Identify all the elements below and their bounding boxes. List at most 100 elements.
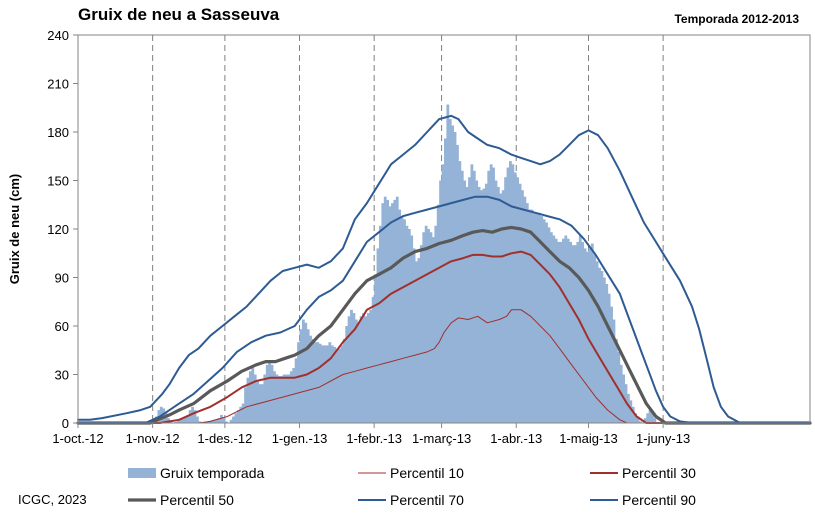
- season-bar: [391, 203, 394, 423]
- series-line-percentil-50: [76, 225, 812, 425]
- season-bar: [441, 164, 445, 424]
- season-bar: [280, 376, 284, 423]
- season-bar: [504, 177, 508, 423]
- legend-label: Percentil 30: [622, 465, 696, 481]
- season-bar: [595, 261, 599, 423]
- season-bar: [256, 380, 259, 423]
- legend-label: Gruix temporada: [160, 465, 264, 481]
- season-bar: [195, 416, 199, 423]
- season-bar: [511, 164, 515, 424]
- season-bar: [376, 248, 380, 423]
- season-bar: [217, 418, 221, 423]
- season-bar: [316, 342, 320, 423]
- y-tick-label: 150: [47, 174, 69, 189]
- y-tick-label: 30: [55, 368, 69, 383]
- season-bar: [458, 161, 462, 423]
- season-bar: [345, 326, 349, 423]
- season-bar: [326, 345, 329, 423]
- season-bar: [232, 416, 235, 423]
- legend: Gruix temporada Percentil 10 Percentil 30 P…: [128, 465, 696, 508]
- season-bar: [212, 419, 216, 423]
- season-bar: [549, 232, 553, 423]
- season-bar: [234, 413, 238, 423]
- season-bar: [636, 416, 640, 423]
- season-bar: [415, 261, 418, 423]
- season-bar: [436, 204, 440, 423]
- legend-swatch-bar: [128, 468, 156, 478]
- season-bar: [333, 347, 337, 423]
- season-bar: [533, 212, 536, 423]
- season-bar: [193, 410, 197, 423]
- season-bar: [417, 258, 421, 423]
- season-bar: [198, 421, 202, 423]
- season-bar: [501, 190, 505, 423]
- y-tick-label: 0: [62, 416, 69, 431]
- season-bar: [547, 227, 551, 423]
- x-tick-label: 1-nov.-12: [126, 431, 180, 446]
- season-bar: [301, 319, 305, 423]
- season-bar: [244, 387, 247, 423]
- season-bar: [653, 418, 657, 423]
- season-bar: [472, 170, 476, 423]
- season-bar: [576, 241, 580, 423]
- season-bar: [309, 335, 312, 423]
- season-bar: [403, 219, 406, 423]
- season-bar: [328, 342, 332, 423]
- series-line-percentil-10: [77, 309, 811, 424]
- season-bar: [477, 186, 481, 423]
- season-bar: [475, 180, 479, 423]
- season-bar: [321, 345, 325, 423]
- season-bar: [362, 313, 365, 423]
- season-bar: [494, 180, 498, 423]
- season-bar: [571, 245, 575, 423]
- season-bar: [540, 216, 544, 423]
- season-bar: [496, 186, 500, 423]
- season-bar: [410, 235, 414, 423]
- season-bar: [588, 248, 592, 423]
- season-bar: [559, 241, 563, 423]
- season-bar: [248, 371, 252, 423]
- season-bar: [434, 225, 438, 423]
- x-tick-label: 1-maig-13: [559, 431, 618, 446]
- season-bar: [263, 374, 267, 423]
- season-bar: [169, 421, 173, 423]
- season-bar: [364, 316, 368, 423]
- season-bar: [612, 319, 616, 423]
- season-bar: [470, 164, 474, 424]
- season-bar: [487, 170, 491, 423]
- season-bar: [564, 235, 568, 423]
- season-bar: [460, 170, 464, 423]
- season-label: Temporada 2012-2013: [674, 12, 799, 26]
- season-bar: [451, 125, 455, 424]
- season-bar: [574, 245, 577, 423]
- season-bar: [378, 225, 382, 423]
- season-bar: [369, 309, 373, 423]
- season-bar: [398, 209, 402, 423]
- season-bar: [191, 406, 194, 423]
- season-bar: [246, 377, 250, 423]
- season-bar: [598, 267, 601, 423]
- season-bar: [285, 374, 288, 423]
- season-bar: [330, 345, 334, 423]
- x-tick-label: 1-juny-13: [636, 431, 690, 446]
- season-bar: [311, 338, 315, 423]
- x-tick-label: 1-gen.-13: [272, 431, 328, 446]
- y-tick-label: 60: [55, 319, 69, 334]
- season-bar: [453, 132, 457, 423]
- season-bar: [610, 306, 613, 423]
- y-tick-label: 240: [47, 28, 69, 43]
- axes: 0 30 60 90 120 150 180 210 240 1-oct.-12 1-nov.-12…: [7, 28, 811, 446]
- season-bar: [530, 209, 534, 423]
- season-bar: [292, 368, 296, 423]
- season-bar: [651, 413, 654, 423]
- season-bar: [535, 212, 539, 423]
- season-bar: [251, 368, 255, 423]
- season-bar: [424, 225, 428, 423]
- season-bar: [590, 243, 594, 423]
- season-bar: [222, 418, 226, 423]
- season-bar: [617, 351, 621, 423]
- season-bar: [523, 196, 527, 423]
- season-bar: [313, 342, 317, 423]
- season-bar: [239, 406, 243, 423]
- season-bar: [593, 254, 597, 423]
